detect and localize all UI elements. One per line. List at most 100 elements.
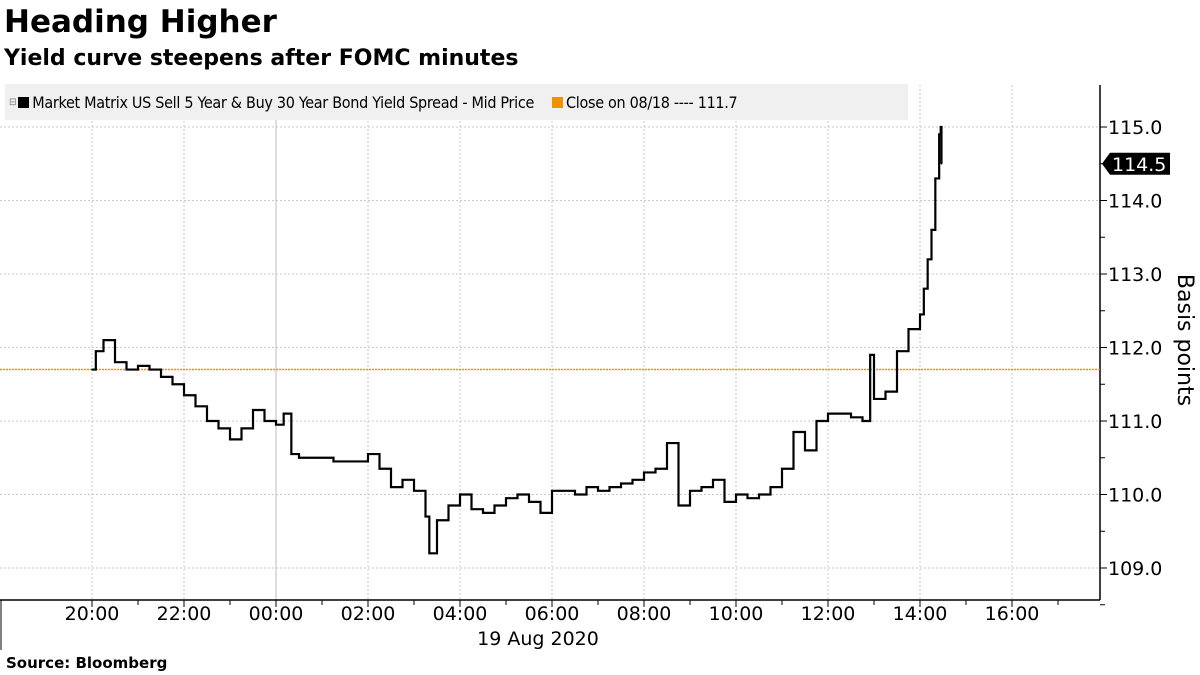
data-point xyxy=(735,493,737,496)
data-point xyxy=(390,486,392,488)
data-point xyxy=(758,493,760,496)
collapse-icon[interactable]: ⊟ xyxy=(9,96,17,108)
x-tick-label: 12:00 xyxy=(801,603,856,625)
x-axis-date-label: 19 Aug 2020 xyxy=(477,628,599,650)
data-point xyxy=(91,368,93,371)
data-point xyxy=(194,405,197,408)
data-point xyxy=(907,328,910,330)
data-point xyxy=(528,501,530,503)
legend-swatch-close xyxy=(552,96,564,108)
data-point xyxy=(482,512,484,514)
data-point xyxy=(505,497,507,499)
data-point xyxy=(562,490,565,492)
data-point xyxy=(608,486,611,488)
data-point xyxy=(298,456,300,459)
y-tick-label: 112.0 xyxy=(1108,338,1162,360)
data-point xyxy=(620,482,622,485)
data-point xyxy=(148,368,151,371)
data-point xyxy=(574,493,576,496)
last-value-label: 114.5 xyxy=(1112,154,1166,176)
data-point xyxy=(114,361,116,364)
data-point xyxy=(493,504,496,507)
legend-swatch-series xyxy=(18,96,30,108)
data-point xyxy=(183,394,185,397)
data-point xyxy=(792,431,795,433)
x-tick-label: 00:00 xyxy=(249,603,304,625)
data-point xyxy=(290,453,293,455)
data-point xyxy=(804,449,806,452)
data-point xyxy=(217,427,220,430)
x-tick-label: 16:00 xyxy=(985,603,1040,625)
x-tick-label: 14:00 xyxy=(893,603,948,625)
data-point xyxy=(919,313,921,316)
y-tick-label: 111.0 xyxy=(1108,411,1162,433)
data-point xyxy=(597,490,599,492)
data-point xyxy=(206,420,208,422)
last-value-badge xyxy=(1102,152,1170,175)
series-line xyxy=(92,125,943,555)
y-axis-label: Basis points xyxy=(1172,274,1197,406)
data-point xyxy=(516,493,519,496)
data-point xyxy=(229,438,231,441)
data-point xyxy=(850,416,852,419)
data-point xyxy=(240,427,243,430)
y-tick-label: 109.0 xyxy=(1108,558,1162,580)
x-tick-label: 10:00 xyxy=(709,603,764,625)
legend-label-series: Market Matrix US Sell 5 Year & Buy 30 Ye… xyxy=(32,92,535,112)
data-point xyxy=(332,460,335,463)
data-point xyxy=(252,409,254,411)
data-point xyxy=(666,442,668,444)
data-point xyxy=(654,467,657,470)
data-point xyxy=(470,508,473,511)
data-point xyxy=(436,519,438,522)
data-point xyxy=(873,398,875,400)
y-tick-label: 110.0 xyxy=(1108,485,1162,507)
data-point xyxy=(896,350,898,352)
data-point xyxy=(282,412,285,415)
data-point xyxy=(723,501,726,503)
chart-subtitle: Yield curve steepens after FOMC minutes xyxy=(4,46,519,71)
data-point xyxy=(769,486,772,488)
data-point xyxy=(815,420,818,422)
data-point xyxy=(923,287,925,290)
x-tick-label: 04:00 xyxy=(433,603,488,625)
data-point xyxy=(344,460,346,463)
data-point xyxy=(137,365,139,367)
data-point xyxy=(401,479,404,481)
data-point xyxy=(309,456,312,459)
data-point xyxy=(378,467,381,470)
legend: ⊟ Market Matrix US Sell 5 Year & Buy 30 … xyxy=(5,84,908,120)
data-point xyxy=(355,460,358,463)
data-point xyxy=(551,490,553,492)
data-point xyxy=(689,490,691,492)
legend-label-close: Close on 08/18 ---- 111.7 xyxy=(566,92,738,112)
data-point xyxy=(884,390,887,393)
data-point xyxy=(940,162,943,165)
data-point xyxy=(367,453,369,455)
data-point xyxy=(539,512,542,514)
data-point xyxy=(447,504,450,507)
data-point xyxy=(712,479,714,481)
data-point xyxy=(677,504,680,507)
data-point xyxy=(827,412,829,415)
data-point xyxy=(643,471,645,474)
data-point xyxy=(160,376,162,378)
x-tick-label: 02:00 xyxy=(341,603,396,625)
data-point xyxy=(746,497,749,499)
y-tick-label: 115.0 xyxy=(1108,117,1162,139)
x-tick-label: 06:00 xyxy=(525,603,580,625)
data-point xyxy=(275,423,277,426)
x-tick-label: 08:00 xyxy=(617,603,672,625)
data-point xyxy=(321,456,323,459)
data-point xyxy=(939,126,942,128)
source-note: Source: Bloomberg xyxy=(6,654,168,672)
data-point xyxy=(781,467,783,470)
data-point xyxy=(171,383,174,386)
data-point xyxy=(424,515,427,518)
data-point xyxy=(125,368,128,371)
data-point xyxy=(869,354,871,356)
data-point xyxy=(631,479,634,481)
data-point xyxy=(861,420,864,422)
data-point xyxy=(413,490,415,492)
